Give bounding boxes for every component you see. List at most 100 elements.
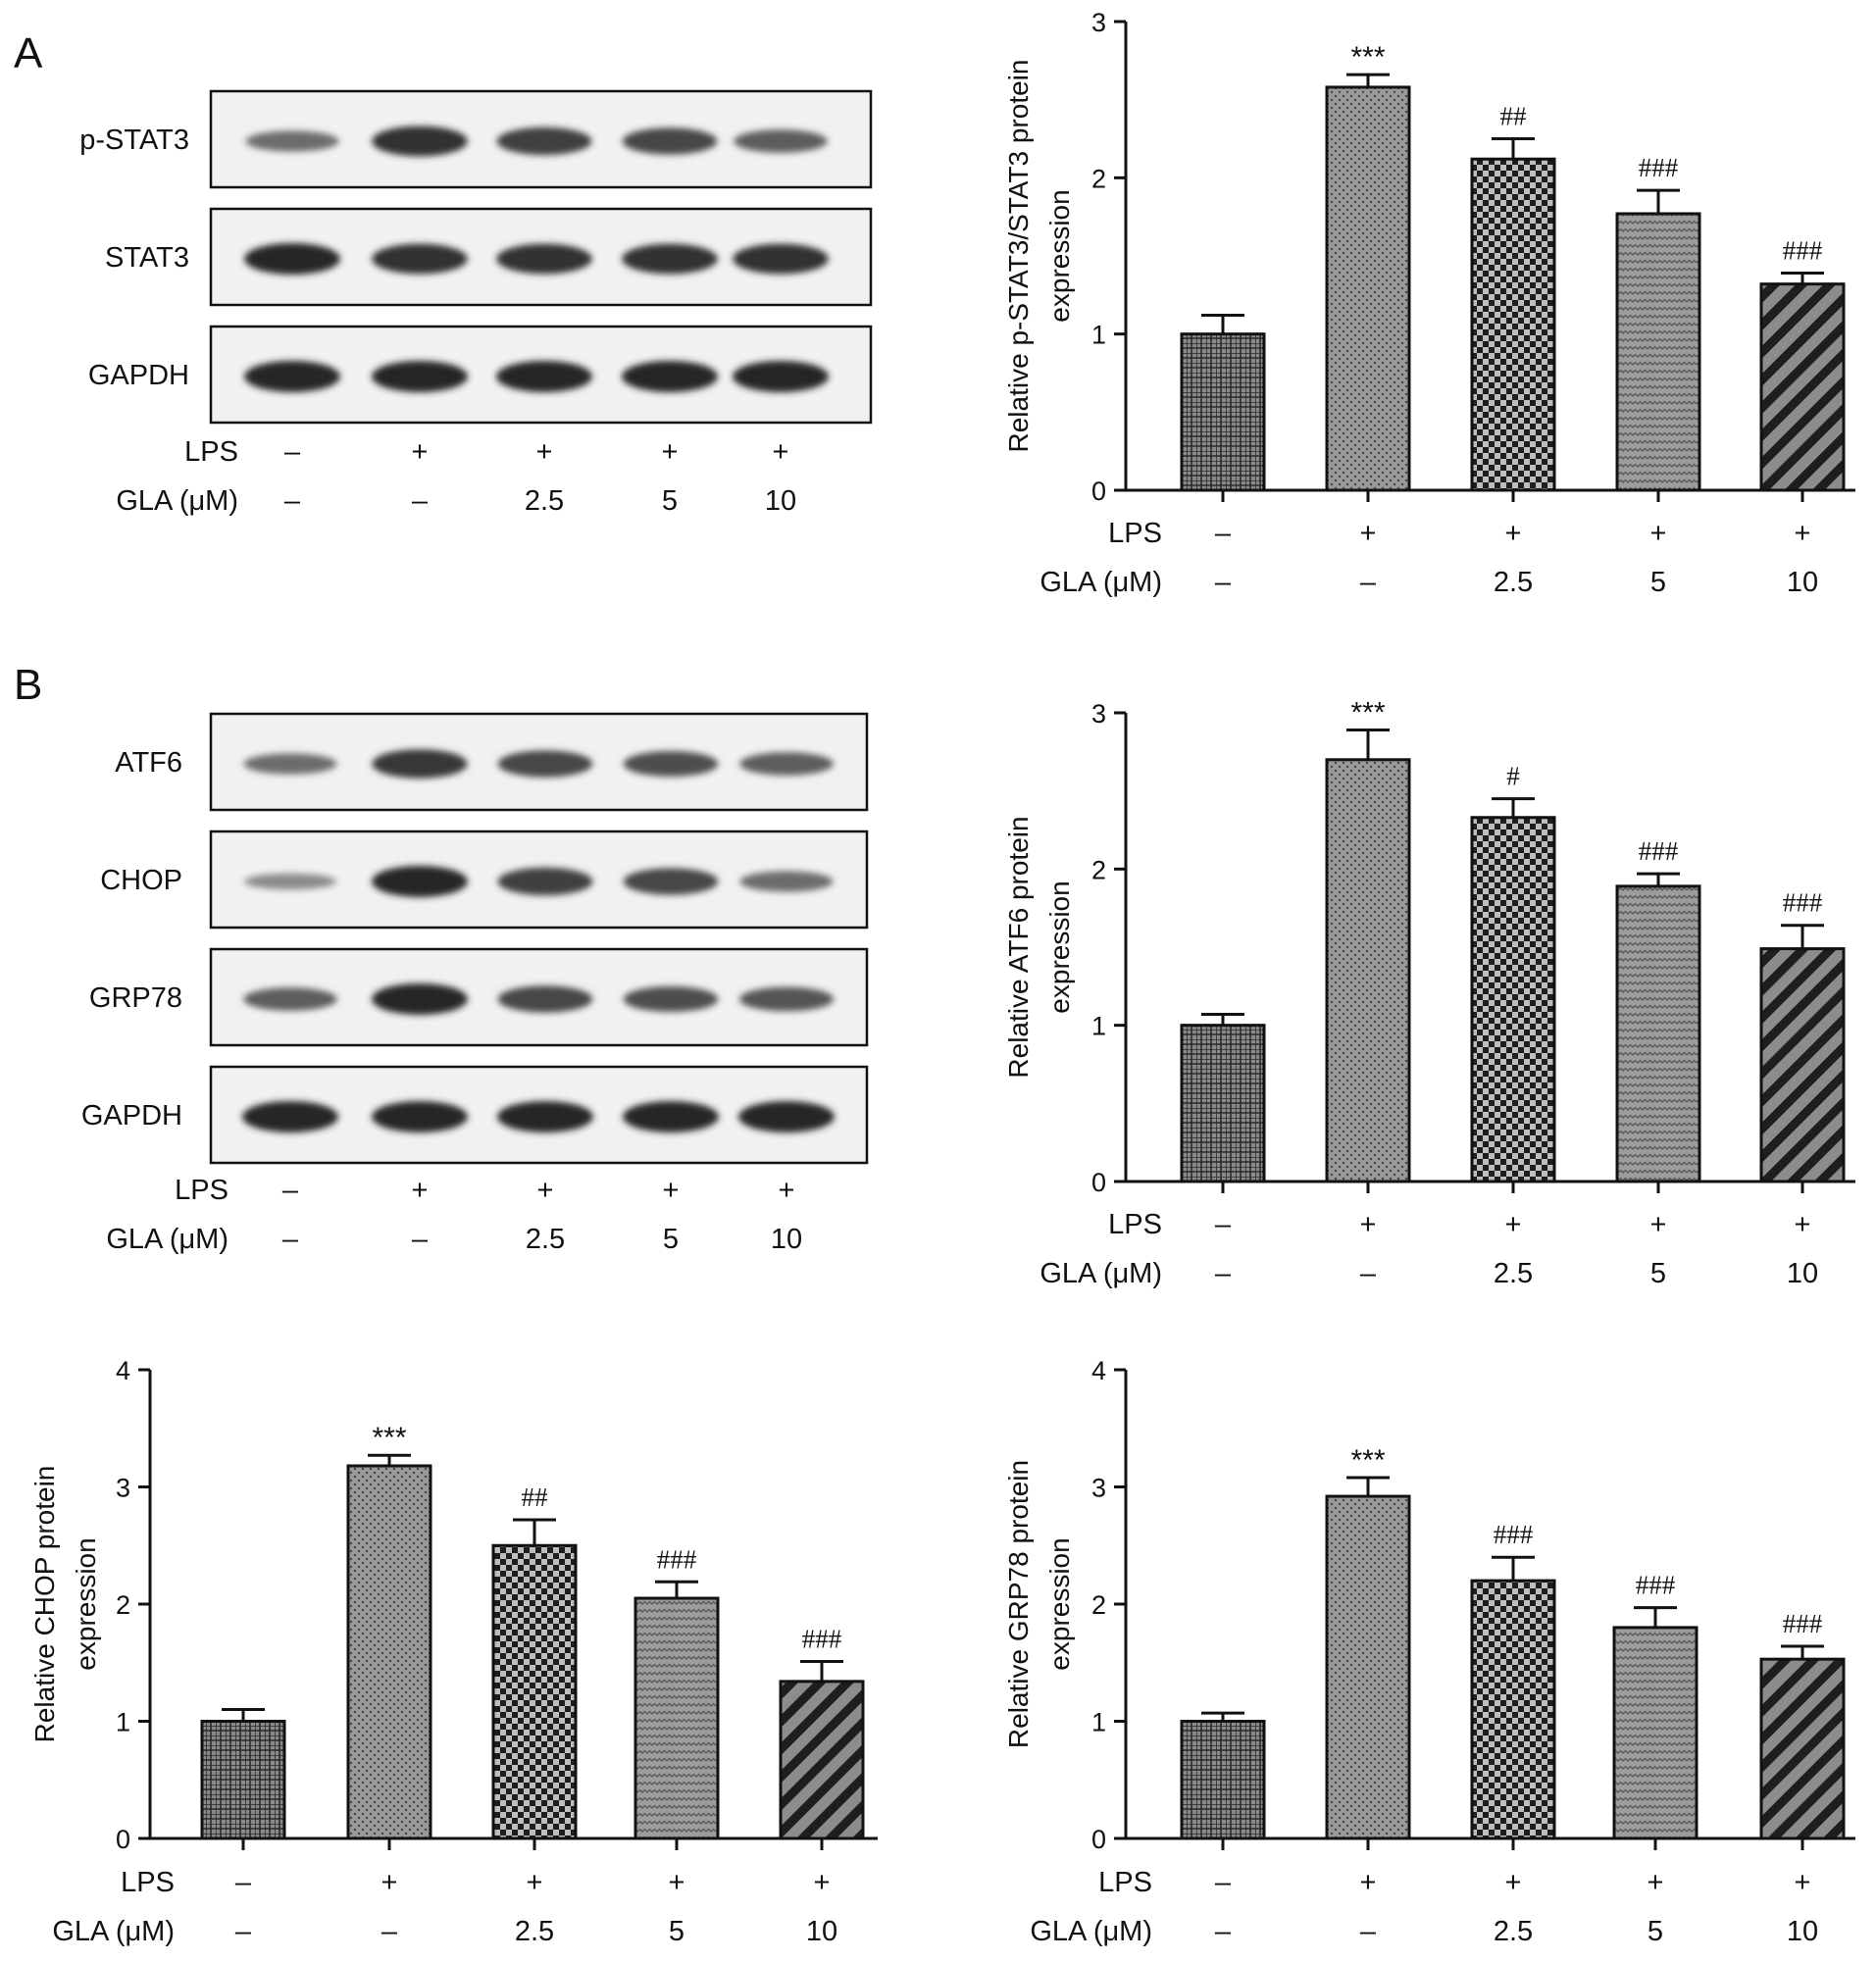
blot-band [244,243,340,275]
condition-label: GLA (μM) [52,1916,175,1947]
y-tick-label: 2 [1091,1590,1106,1620]
blot-band [739,871,834,892]
condition-value: – [1360,567,1377,598]
y-axis-label: expression [1044,189,1075,322]
y-tick-label: 3 [116,1474,130,1503]
significance-label: *** [1350,41,1385,74]
condition-value: + [381,1867,398,1898]
condition-value: + [773,436,789,468]
significance-label: *** [1350,1444,1385,1477]
blot-label: GAPDH [81,1100,182,1131]
blot-band [372,126,468,157]
blot-band [496,243,592,275]
blot-label: GRP78 [89,982,182,1014]
y-tick-label: 2 [116,1590,130,1620]
y-tick-label: 1 [116,1708,130,1737]
blot-band [497,750,593,778]
condition-value: – [412,1224,429,1255]
condition-value: – [1215,1258,1232,1289]
condition-value: 2.5 [526,1224,565,1255]
bar [779,1680,865,1840]
condition-value: + [1505,1867,1522,1898]
blot-row-atf6: ATF6 [115,712,869,812]
condition-value: – [1360,1258,1377,1289]
y-tick-label: 0 [116,1825,130,1854]
condition-label: GLA (μM) [1039,1258,1162,1289]
blot-band [739,752,834,776]
bar [1325,1494,1411,1840]
bar [634,1596,720,1840]
blot-band [372,866,468,897]
significance-label: ### [1494,1520,1534,1549]
bar [1612,1626,1699,1840]
condition-label: GLA (μM) [116,485,238,517]
blot-row-gapdh: GAPDH [81,1065,869,1165]
significance-label: ### [1639,153,1679,182]
condition-value: – [381,1916,398,1947]
condition-value: – [282,1224,299,1255]
blot-band [242,1101,338,1132]
blot-label: ATF6 [115,747,182,779]
blot-band [372,243,468,275]
condition-value: + [527,1867,543,1898]
condition-value: 2.5 [515,1916,554,1947]
significance-label: ## [522,1483,549,1512]
blot-row-grp78: GRP78 [89,947,869,1047]
y-tick-label: 1 [1091,1012,1106,1041]
blot-band [622,127,718,155]
y-tick-label: 4 [1091,1356,1106,1385]
blot-band [497,985,593,1013]
condition-value: – [284,436,301,468]
blot-row-stat3: STAT3 [105,207,873,307]
blot-band [372,749,468,779]
condition-value: – [282,1175,299,1206]
y-axis-label: Relative GRP78 protein [1003,1460,1034,1748]
blot-band [738,986,835,1012]
condition-value: 10 [765,485,796,517]
blot-band [622,243,718,275]
condition-value: + [1360,1209,1377,1240]
y-axis-label: expression [71,1537,101,1670]
blot-band [245,130,339,152]
condition-label: GLA (μM) [1030,1916,1152,1947]
blot-row-chop: CHOP [100,830,869,930]
condition-value: 5 [1648,1916,1663,1947]
bar [1180,1720,1266,1840]
condition-value: + [779,1175,795,1206]
condition-value: + [1650,1209,1667,1240]
blot-row-p-stat3: p-STAT3 [79,89,873,189]
blot-band [243,753,337,775]
blot-band [623,751,719,777]
blot-band [244,361,340,392]
blot-band [623,868,719,895]
blot-band [243,873,337,890]
condition-value: + [1505,518,1522,549]
significance-label: ### [802,1625,842,1654]
condition-value: + [412,1175,429,1206]
significance-label: ### [1783,888,1823,918]
condition-value: + [536,436,553,468]
significance-label: ### [1783,236,1823,266]
condition-value: + [1795,1209,1811,1240]
blot-band [738,1101,835,1132]
blot-row-gapdh: GAPDH [88,325,873,425]
y-tick-label: 3 [1091,8,1106,37]
bar-chart-1: 0 1 2 3 Relative p-STAT3/STAT3 protein expres… [1003,8,1855,598]
blot-band [623,1101,719,1132]
condition-value: – [1215,1209,1232,1240]
blot-band [372,361,468,392]
condition-value: 2.5 [525,485,564,517]
significance-label: *** [1350,697,1385,729]
blot-label: CHOP [100,865,182,896]
blot-panel-b: ATF6 CHOP GRP78 GAPDH LPS – + + + + GLA (μM) – – 2.5 5… [81,712,869,1255]
condition-value: + [1650,518,1667,549]
blot-band [372,1101,468,1132]
blot-band [623,986,719,1012]
bar [1180,1024,1266,1183]
condition-value: 10 [1787,1258,1818,1289]
y-axis-label: Relative ATF6 protein [1003,816,1034,1078]
significance-label: # [1506,762,1520,791]
condition-value: 2.5 [1494,567,1533,598]
y-tick-label: 0 [1091,477,1106,506]
